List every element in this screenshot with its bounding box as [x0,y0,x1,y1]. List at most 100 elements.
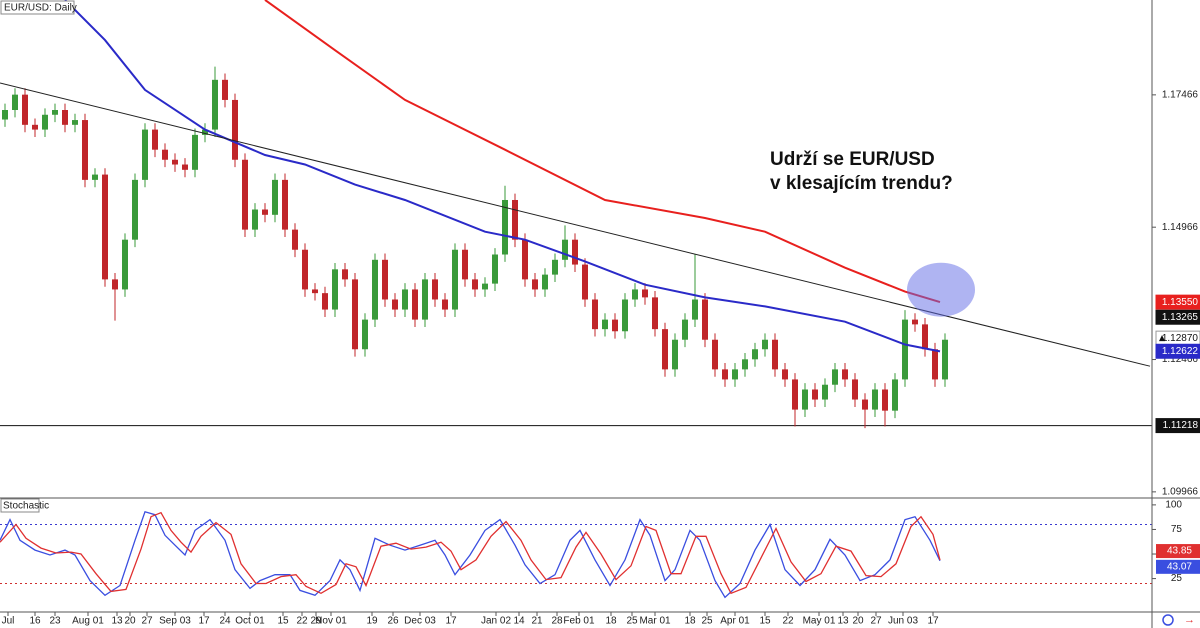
candle-body [662,329,668,370]
candle-body [852,379,858,400]
candle-body [212,79,218,130]
candle-body [192,134,198,170]
price-badge [1155,294,1200,310]
exit-icon[interactable]: → [1184,614,1195,626]
x-tick-label: 15 [277,616,289,627]
x-tick-label: 29 [310,616,322,627]
candle-body [672,339,678,370]
x-tick-label: 13 [111,616,123,627]
candle-body [312,289,318,294]
candle-body [42,114,48,130]
candle-body [712,339,718,370]
candle-body [72,120,78,125]
x-tick-label: 27 [141,616,153,627]
candle-body [822,384,828,400]
x-tick-label: Feb 01 [563,616,595,627]
x-tick-label: 22 [296,616,308,627]
x-tick-label: 17 [927,616,939,627]
title-box [0,0,75,15]
price-badge-label: 1.11218 [1163,420,1199,431]
line [0,511,941,595]
candle-body [552,259,558,275]
candle-body [762,339,768,350]
candle-body [652,297,658,330]
x-tick-label: 14 [513,616,525,627]
x-tick-label: Sep 03 [159,616,191,627]
price-badge-label: 1.12870 [1162,333,1199,344]
candle-body [472,279,478,290]
y-tick-label: 75 [1171,524,1183,535]
candle-body [622,299,628,332]
candle-body [492,254,498,284]
x-tick-label: 18 [684,616,696,627]
candle-body [452,249,458,310]
x-tick-label: 18 [605,616,617,627]
candle-body [82,120,88,180]
candle-body [702,299,708,340]
x-tick-label: 27 [870,616,882,627]
x-tick-label: 25 [701,616,713,627]
x-tick-label: 16 [29,616,41,627]
candle-body [792,379,798,410]
x-tick-label: Jul [2,616,15,627]
candle-body [12,94,18,110]
candle-body [322,293,328,310]
y-tick-label: 25 [1171,573,1183,584]
candle-body [122,239,128,290]
candle-body [922,324,928,350]
candle-body [562,239,568,260]
x-tick-label: 13 [837,616,849,627]
line [0,511,941,599]
price-badge-label: 1.12622 [1162,346,1199,357]
candle-body [182,164,188,170]
candle-body [862,399,868,410]
candle-body [632,289,638,300]
candle-body [372,259,378,320]
title-box [0,498,40,513]
candle-body [722,369,728,380]
candle-body [272,179,278,215]
candle-body [362,319,368,350]
candle-body [612,319,618,332]
badge-arrow [1159,335,1165,342]
candle-body [872,389,878,410]
candle-body [172,159,178,165]
x-tick-label: 15 [759,616,771,627]
value-badge [1156,544,1200,559]
candle-body [802,389,808,410]
plot-layer [0,0,1156,616]
candle-body [412,289,418,320]
candle-body [92,174,98,180]
x-tick-label: 25 [626,616,638,627]
candle-body [62,109,68,125]
annotation: v klesajícím trendu? [770,173,953,194]
candle-body [282,179,288,230]
candle-body [602,319,608,330]
candle-body [932,349,938,380]
annotation: Udrží se EUR/USD [770,149,935,170]
candle-body [542,274,548,290]
candle-body [162,149,168,160]
candle-body [512,199,518,240]
candle-body [752,349,758,360]
value-badge-label: 43.07 [1167,561,1192,572]
x-tick-label: 24 [219,616,231,627]
x-tick-label: Aug 01 [72,616,104,627]
candle-body [812,389,818,400]
candle-body [482,283,488,290]
candle-body [522,239,528,280]
candle-body [742,359,748,370]
y-tick-label: 1.12466 [1162,354,1199,365]
candle-body [832,369,838,385]
sync-icon[interactable] [1162,614,1174,626]
candle-body [402,289,408,310]
candle-body [462,249,468,280]
candle-body [32,124,38,130]
y-tick-label: 100 [1165,500,1182,511]
candle-body [772,339,778,370]
candle-body [382,259,388,300]
candle-body [682,319,688,340]
candle-body [532,279,538,290]
candle-body [442,299,448,310]
